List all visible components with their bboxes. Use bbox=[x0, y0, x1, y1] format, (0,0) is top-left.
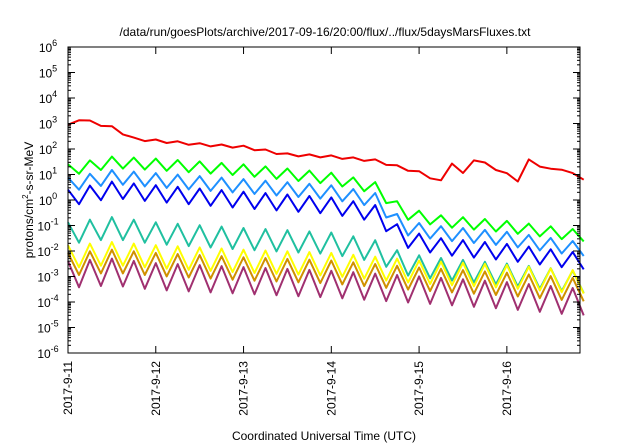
y-tick-label-base: 10 bbox=[39, 143, 53, 157]
y-tick-label: 100 bbox=[39, 191, 57, 208]
series-line bbox=[67, 119, 585, 183]
x-tick-label: 2017-9-14 bbox=[324, 361, 338, 416]
y-tick-label-exponent: -6 bbox=[51, 344, 59, 354]
y-tick-label-exponent: 0 bbox=[52, 191, 57, 201]
chart-title: /data/run/goesPlots/archive/2017-09-16/2… bbox=[120, 25, 532, 39]
y-tick-label-exponent: 3 bbox=[52, 115, 57, 125]
y-tick-label: 10-6 bbox=[37, 344, 58, 361]
y-tick-label-base: 10 bbox=[37, 271, 51, 285]
series-line bbox=[67, 216, 585, 294]
y-tick-label: 103 bbox=[39, 115, 57, 132]
y-axis-label-part-2: -s-sr-MeV bbox=[22, 142, 36, 195]
y-tick-label-exponent: 4 bbox=[52, 89, 57, 99]
y-tick-label-exponent: 2 bbox=[52, 140, 57, 150]
y-tick-label: 102 bbox=[39, 140, 57, 157]
y-tick-label: 10-1 bbox=[37, 217, 58, 234]
series-line bbox=[67, 155, 585, 243]
y-tick-label: 105 bbox=[39, 64, 57, 81]
y-tick-label-base: 10 bbox=[37, 347, 51, 361]
y-tick-label-base: 10 bbox=[37, 296, 51, 310]
x-tick-label: 2017-9-15 bbox=[412, 361, 426, 416]
x-axis-label: Coordinated Universal Time (UTC) bbox=[232, 429, 416, 443]
series-line bbox=[67, 169, 585, 257]
series-line bbox=[67, 241, 585, 295]
y-tick-label-exponent: 5 bbox=[52, 64, 57, 74]
y-tick-label-base: 10 bbox=[39, 118, 53, 132]
y-tick-label-base: 10 bbox=[39, 169, 53, 183]
y-tick-label-exponent: 6 bbox=[52, 38, 57, 48]
y-tick-label-exponent: 1 bbox=[52, 166, 57, 176]
y-tick-label-exponent: -1 bbox=[51, 217, 59, 227]
x-tick-label: 2017-9-13 bbox=[237, 361, 251, 416]
y-tick-label-base: 10 bbox=[37, 245, 51, 259]
y-axis-label-superscript: 2 bbox=[21, 194, 30, 199]
series-line bbox=[67, 180, 585, 270]
y-tick-label-base: 10 bbox=[37, 220, 51, 234]
y-tick-label-base: 10 bbox=[39, 41, 53, 55]
x-axis: 2017-9-11 2017-9-12 2017-9-13 2017-9-14 2017… bbox=[61, 47, 514, 416]
y-tick-label-base: 10 bbox=[39, 67, 53, 81]
y-tick-label-exponent: -3 bbox=[51, 268, 59, 278]
y-tick-label: 10-2 bbox=[37, 242, 58, 259]
series-line bbox=[67, 248, 585, 302]
x-tick-label: 2017-9-11 bbox=[61, 361, 75, 415]
x-tick-label: 2017-9-12 bbox=[149, 361, 163, 416]
y-tick-label-base: 10 bbox=[39, 92, 53, 106]
y-axis-label: protons/cm2-s-sr-MeV bbox=[21, 142, 36, 258]
y-tick-label-exponent: -5 bbox=[51, 319, 59, 329]
y-tick-label-exponent: -2 bbox=[51, 242, 59, 252]
y-tick-label: 10-4 bbox=[37, 293, 58, 310]
y-tick-label: 104 bbox=[39, 89, 57, 106]
y-tick-label-base: 10 bbox=[37, 322, 51, 336]
y-tick-label-exponent: -4 bbox=[51, 293, 59, 303]
y-tick-label: 101 bbox=[39, 166, 57, 183]
series-line bbox=[67, 257, 585, 316]
y-tick-label: 10-5 bbox=[37, 319, 58, 336]
y-tick-label: 10-3 bbox=[37, 268, 58, 285]
series-layer bbox=[67, 119, 585, 316]
y-tick-label-base: 10 bbox=[39, 194, 53, 208]
y-tick-label: 106 bbox=[39, 38, 57, 55]
y-axis-label-part-1: protons/cm bbox=[22, 199, 36, 258]
y-axis: 10-610-510-410-310-210-11001011021031041… bbox=[37, 38, 580, 361]
x-tick-label: 2017-9-16 bbox=[500, 361, 514, 416]
